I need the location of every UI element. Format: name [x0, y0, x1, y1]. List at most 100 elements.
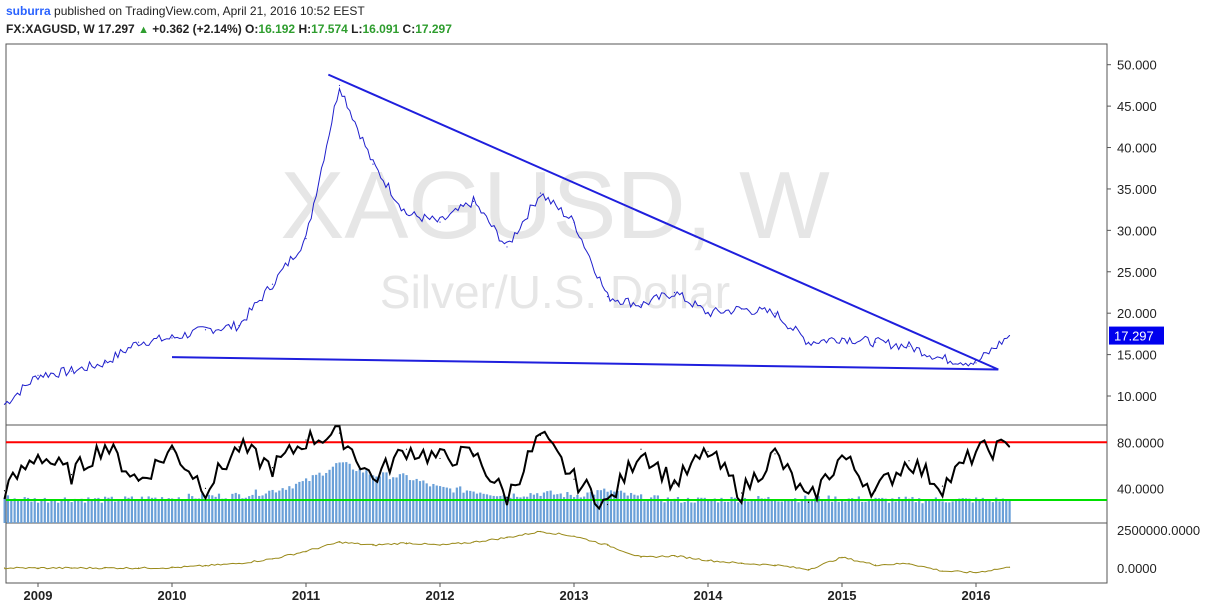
- oscillator-data-point: [1008, 446, 1011, 448]
- volume-bar: [522, 496, 525, 523]
- bottom-data-point: [707, 559, 709, 562]
- volume-bar: [549, 490, 552, 523]
- price-data-point: [204, 329, 207, 331]
- volume-bar: [676, 497, 680, 523]
- volume-bar: [147, 496, 150, 523]
- price-data-point: [238, 325, 240, 327]
- volume-bar: [871, 500, 874, 523]
- price-tick-label: 10.000: [1117, 389, 1157, 404]
- volume-bar: [626, 495, 629, 523]
- volume-bar: [495, 496, 499, 523]
- volume-bar: [93, 498, 97, 523]
- volume-bar: [181, 499, 184, 523]
- price-data-point: [472, 200, 475, 202]
- oscillator-data-point: [238, 446, 240, 448]
- bottom-data-point: [673, 555, 676, 557]
- volume-bar: [881, 497, 884, 523]
- price-data-point: [740, 308, 743, 310]
- bottom-data-point: [305, 550, 307, 552]
- bottom-data-point: [372, 544, 374, 546]
- volume-bar: [10, 500, 13, 523]
- price-data-point: [104, 362, 106, 364]
- volume-bar: [241, 498, 244, 523]
- volume-bar: [656, 495, 659, 523]
- volume-bar: [428, 486, 432, 523]
- volume-bar: [934, 497, 937, 523]
- volume-bar: [150, 497, 154, 523]
- volume-bar: [127, 497, 130, 523]
- oscillator-data-point: [740, 492, 743, 494]
- oscillator-pane: 80.0000 40.0000: [3, 425, 1164, 523]
- oscillator-data-point: [975, 450, 977, 453]
- author-link[interactable]: suburra: [6, 4, 51, 18]
- volume-bar: [636, 495, 639, 523]
- volume-bar: [264, 493, 267, 523]
- oscillator-data-point: [271, 467, 274, 469]
- volume-bar: [817, 496, 820, 523]
- volume-bar: [351, 469, 355, 523]
- volume-bar: [998, 501, 1001, 523]
- oscillator-data-point: [841, 455, 843, 457]
- publish-line: suburra published on TradingView.com, Ap…: [6, 4, 365, 18]
- volume-bar: [546, 491, 549, 523]
- volume-bar: [23, 497, 26, 523]
- volume-bar: [227, 499, 231, 523]
- price-tick-label: 20.000: [1117, 306, 1157, 321]
- volume-bar: [573, 497, 576, 523]
- volume-bar: [991, 502, 994, 523]
- volume-bar: [284, 489, 288, 523]
- volume-bar: [867, 499, 870, 523]
- volume-bar: [539, 495, 542, 523]
- volume-bar: [566, 492, 569, 523]
- volume-bar: [43, 497, 46, 523]
- volume-bar: [857, 496, 860, 523]
- volume-bar: [258, 495, 261, 523]
- volume-bar: [532, 494, 535, 523]
- volume-bar: [194, 498, 197, 523]
- volume-bar: [623, 492, 626, 523]
- oscillator-data-point: [171, 448, 173, 450]
- watermark: XAGUSD, W Silver/U.S. Dollar: [280, 152, 830, 318]
- volume-bar: [690, 502, 693, 523]
- volume-bar: [693, 502, 696, 523]
- volume-bar: [50, 500, 53, 523]
- volume-bar: [673, 498, 676, 523]
- volume-bar: [995, 497, 998, 523]
- price-tick-label: 45.000: [1117, 99, 1157, 114]
- volume-bar: [820, 500, 824, 523]
- volume-bar: [589, 491, 592, 523]
- volume-bar: [807, 499, 810, 523]
- volume-bar: [452, 492, 455, 523]
- volume-bar: [841, 499, 844, 523]
- watermark-symbol: XAGUSD, W: [280, 152, 830, 259]
- oscillator-line: [3, 425, 1011, 511]
- volume-bar: [90, 499, 93, 523]
- volume-bar: [83, 502, 87, 523]
- price-data-point: [975, 362, 977, 364]
- oscillator-data-point: [506, 497, 508, 499]
- price-data-point: [372, 163, 374, 165]
- volume-bar: [63, 497, 66, 523]
- volume-bar: [3, 497, 6, 523]
- volume-bar: [519, 497, 522, 523]
- price-data-point: [137, 341, 140, 343]
- volume-bar: [707, 500, 710, 523]
- volume-bar: [60, 499, 63, 523]
- volume-bar: [640, 494, 643, 523]
- volume-bar: [301, 481, 304, 523]
- volume-bar: [217, 493, 221, 523]
- bottom-data-point: [573, 535, 575, 537]
- volume-bar: [526, 496, 529, 523]
- volume-bar: [794, 498, 797, 523]
- volume-bar: [603, 488, 606, 523]
- volume-bar: [6, 495, 10, 523]
- volume-bar: [191, 496, 194, 523]
- volume-bar: [482, 493, 485, 523]
- volume-bar: [948, 502, 951, 523]
- volume-bar: [197, 498, 200, 523]
- bottom-data-point: [941, 570, 944, 572]
- volume-bar: [727, 501, 730, 523]
- volume-bar: [469, 490, 472, 523]
